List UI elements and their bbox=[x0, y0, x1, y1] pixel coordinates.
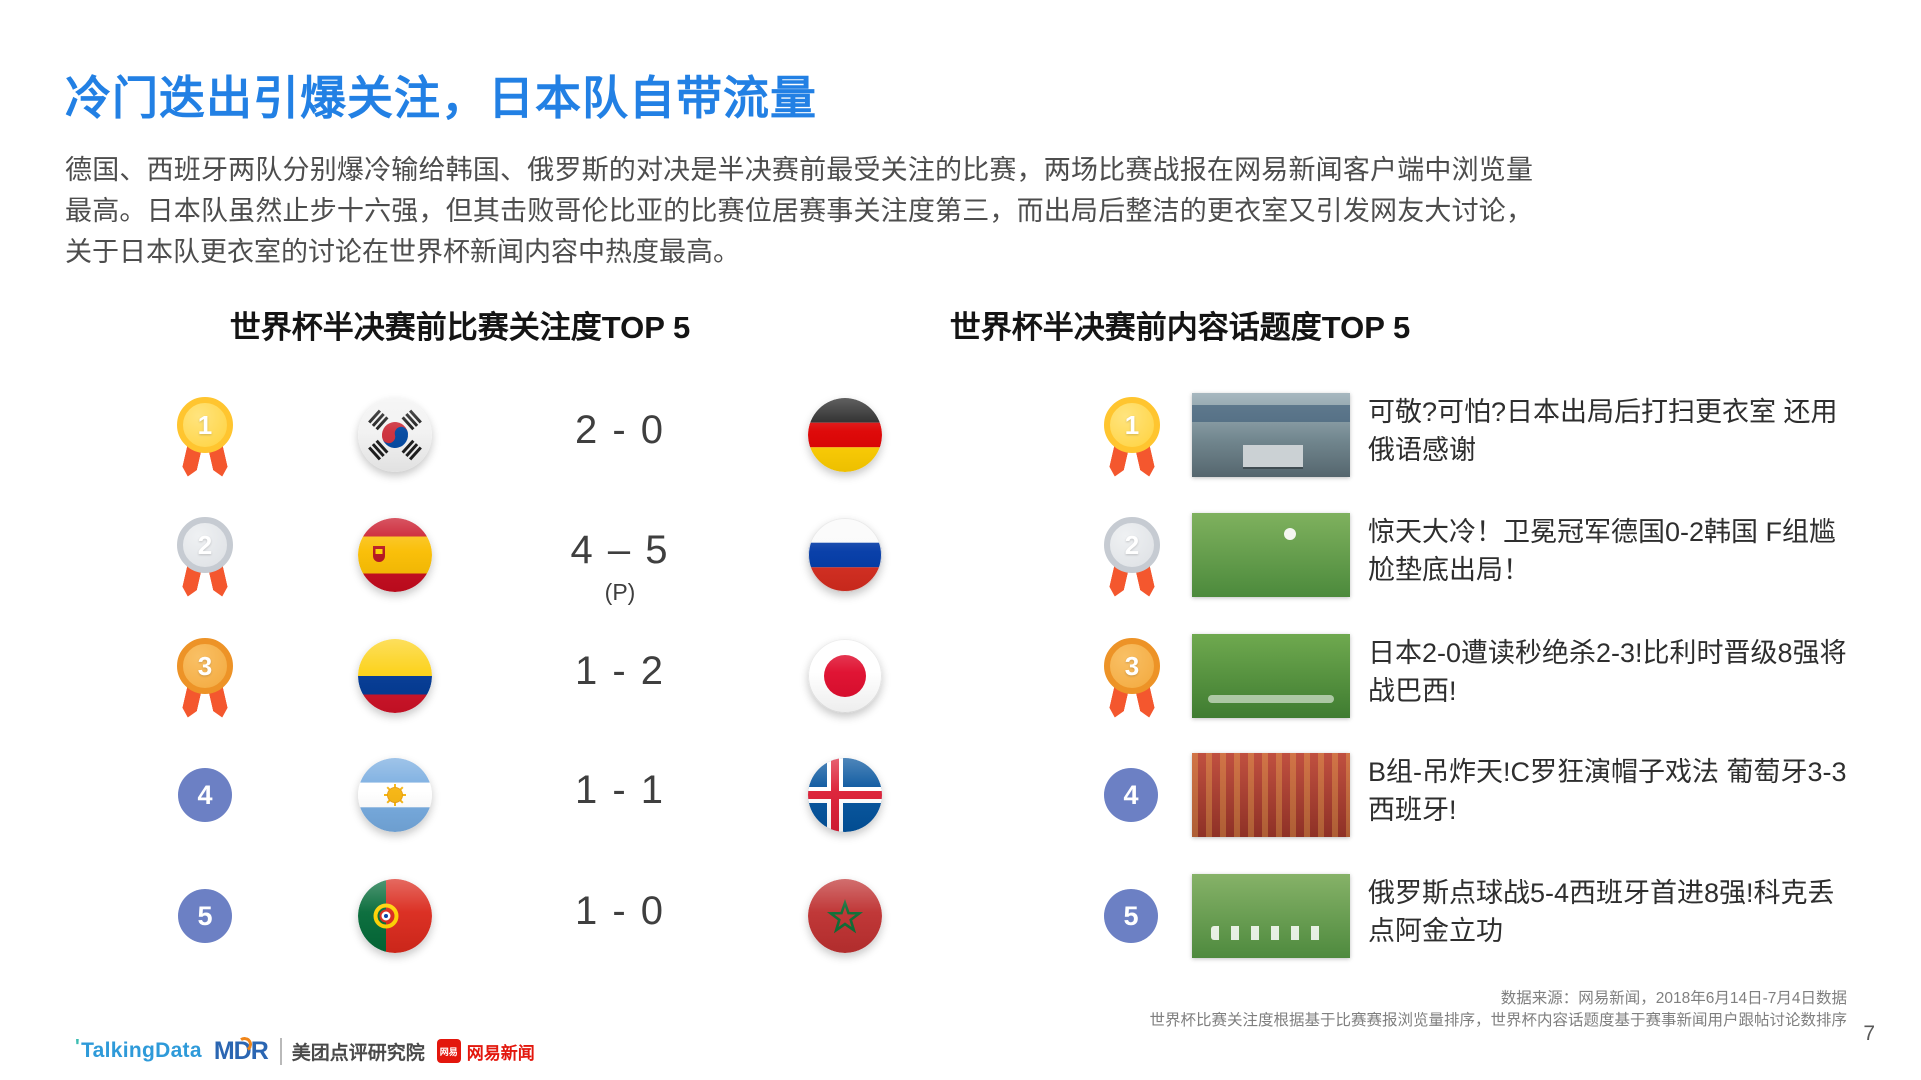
topic-headline: 日本2-0遭读秒绝杀2-3!比利时晋级8强将战巴西! bbox=[1368, 638, 1847, 707]
flag-spain-icon bbox=[358, 518, 432, 592]
rank-2-medal-icon: 2 bbox=[1104, 517, 1160, 603]
data-source-note: 数据来源：网易新闻，2018年6月14日-7月4日数据 世界杯比赛关注度根据基于… bbox=[1149, 988, 1847, 1032]
flag-colombia-icon bbox=[358, 639, 432, 713]
match-ranking-title: 世界杯半决赛前比赛关注度TOP 5 bbox=[229, 310, 691, 345]
source-line-2: 世界杯比赛关注度根据基于比赛赛报浏览量排序，世界杯内容话题度基于赛事新闻用户跟帖… bbox=[1149, 1012, 1847, 1029]
source-line-1: 数据来源：网易新闻，2018年6月14日-7月4日数据 bbox=[1500, 990, 1847, 1007]
page-number: 7 bbox=[1863, 1022, 1875, 1045]
flag-japan-icon bbox=[808, 639, 882, 713]
rank-3-medal-icon: 3 bbox=[1104, 638, 1160, 724]
meituan-research-label: 美团点评研究院 bbox=[279, 1037, 425, 1065]
news-thumbnail-russia-spain bbox=[1192, 874, 1350, 958]
rank-number: 3 bbox=[177, 638, 233, 694]
topic-headline: B组-吊炸天!C罗狂演帽子戏法 葡萄牙3-3西班牙! bbox=[1368, 757, 1847, 826]
talkingdata-tick-icon: ' bbox=[75, 1035, 81, 1058]
rank-number: 1 bbox=[177, 397, 233, 453]
flag-iceland-icon bbox=[808, 758, 882, 832]
penalties-note: (P) bbox=[604, 579, 636, 605]
rank-1-row: 1 2 - 0 bbox=[0, 375, 1921, 495]
match-score: 2 - 0 bbox=[574, 408, 666, 452]
rank-number: 2 bbox=[1104, 517, 1160, 573]
rank-3-row: 3 1 - 2 3 日本2-0遭读秒绝杀2-3!比利时晋级8强将战巴西! bbox=[0, 616, 1921, 736]
rank-3-medal-icon: 3 bbox=[177, 638, 233, 724]
rank-number: 5 bbox=[197, 900, 213, 931]
rank-number: 2 bbox=[177, 517, 233, 573]
topic-headline: 可敬?可怕?日本出局后打扫更衣室 还用俄语感谢 bbox=[1368, 397, 1838, 466]
news-thumbnail-locker-room bbox=[1192, 393, 1350, 477]
match-score: 1 - 1 bbox=[574, 768, 666, 812]
news-thumbnail-germany-korea bbox=[1192, 513, 1350, 597]
rank-number: 4 bbox=[1123, 779, 1139, 810]
topic-headline: 俄罗斯点球战5-4西班牙首进8强!科克丢点阿金立功 bbox=[1368, 878, 1835, 947]
rank-number: 4 bbox=[197, 779, 213, 810]
match-score: 1 - 2 bbox=[574, 649, 666, 693]
topic-headline: 惊天大冷！卫冕冠军德国0-2韩国 F组尴尬垫底出局！ bbox=[1368, 517, 1837, 586]
flag-russia-icon bbox=[808, 518, 882, 592]
match-score: 4 – 5 (P) bbox=[520, 528, 720, 606]
rank-1-medal-icon: 1 bbox=[1104, 397, 1160, 483]
rank-number: 5 bbox=[1123, 900, 1139, 931]
flag-portugal-icon bbox=[358, 879, 432, 953]
netease-badge-icon: 网易 bbox=[436, 1039, 461, 1063]
rank-2-row: 2 4 – 5 (P) 2 惊天大冷！卫冕冠军德国0-2韩国 F组尴尬垫底出局！ bbox=[0, 495, 1921, 615]
talkingdata-logo: ' TalkingData bbox=[75, 1035, 202, 1063]
news-thumbnail-japan-belgium bbox=[1192, 634, 1350, 718]
news-thumbnail-portugal-spain bbox=[1192, 753, 1350, 837]
rank-4-badge: 4 bbox=[178, 768, 232, 822]
page-title: 冷门迭出引爆关注，日本队自带流量 bbox=[65, 72, 817, 124]
footer-logos: ' TalkingData MDR 美团点评研究院 网易 网易新闻 bbox=[75, 1035, 535, 1066]
rank-4-badge: 4 bbox=[1104, 768, 1158, 822]
netease-news-logo: 网易 网易新闻 bbox=[436, 1039, 535, 1064]
match-score: 1 - 0 bbox=[574, 889, 666, 933]
mdr-logo: MDR bbox=[213, 1035, 269, 1065]
rank-number: 3 bbox=[1104, 638, 1160, 694]
rank-5-badge: 5 bbox=[1104, 889, 1158, 943]
rank-2-medal-icon: 2 bbox=[177, 517, 233, 603]
rank-5-row: 5 1 - 0 5 俄罗斯点球战5-4西班牙首进8强!科克丢点阿金立功 bbox=[0, 856, 1921, 976]
rank-4-row: 4 1 - 1 4 B组-吊 bbox=[0, 735, 1921, 855]
flag-argentina-icon bbox=[358, 758, 432, 832]
rank-5-badge: 5 bbox=[178, 889, 232, 943]
topic-ranking-title: 世界杯半决赛前内容话题度TOP 5 bbox=[949, 310, 1411, 345]
rank-1-medal-icon: 1 bbox=[177, 397, 233, 483]
flag-morocco-icon bbox=[808, 879, 882, 953]
rank-number: 1 bbox=[1104, 397, 1160, 453]
flag-south-korea-icon bbox=[358, 398, 432, 472]
intro-paragraph: 德国、西班牙两队分别爆冷输给韩国、俄罗斯的对决是半决赛前最受关注的比赛，两场比赛… bbox=[65, 155, 1533, 268]
flag-germany-icon bbox=[808, 398, 882, 472]
